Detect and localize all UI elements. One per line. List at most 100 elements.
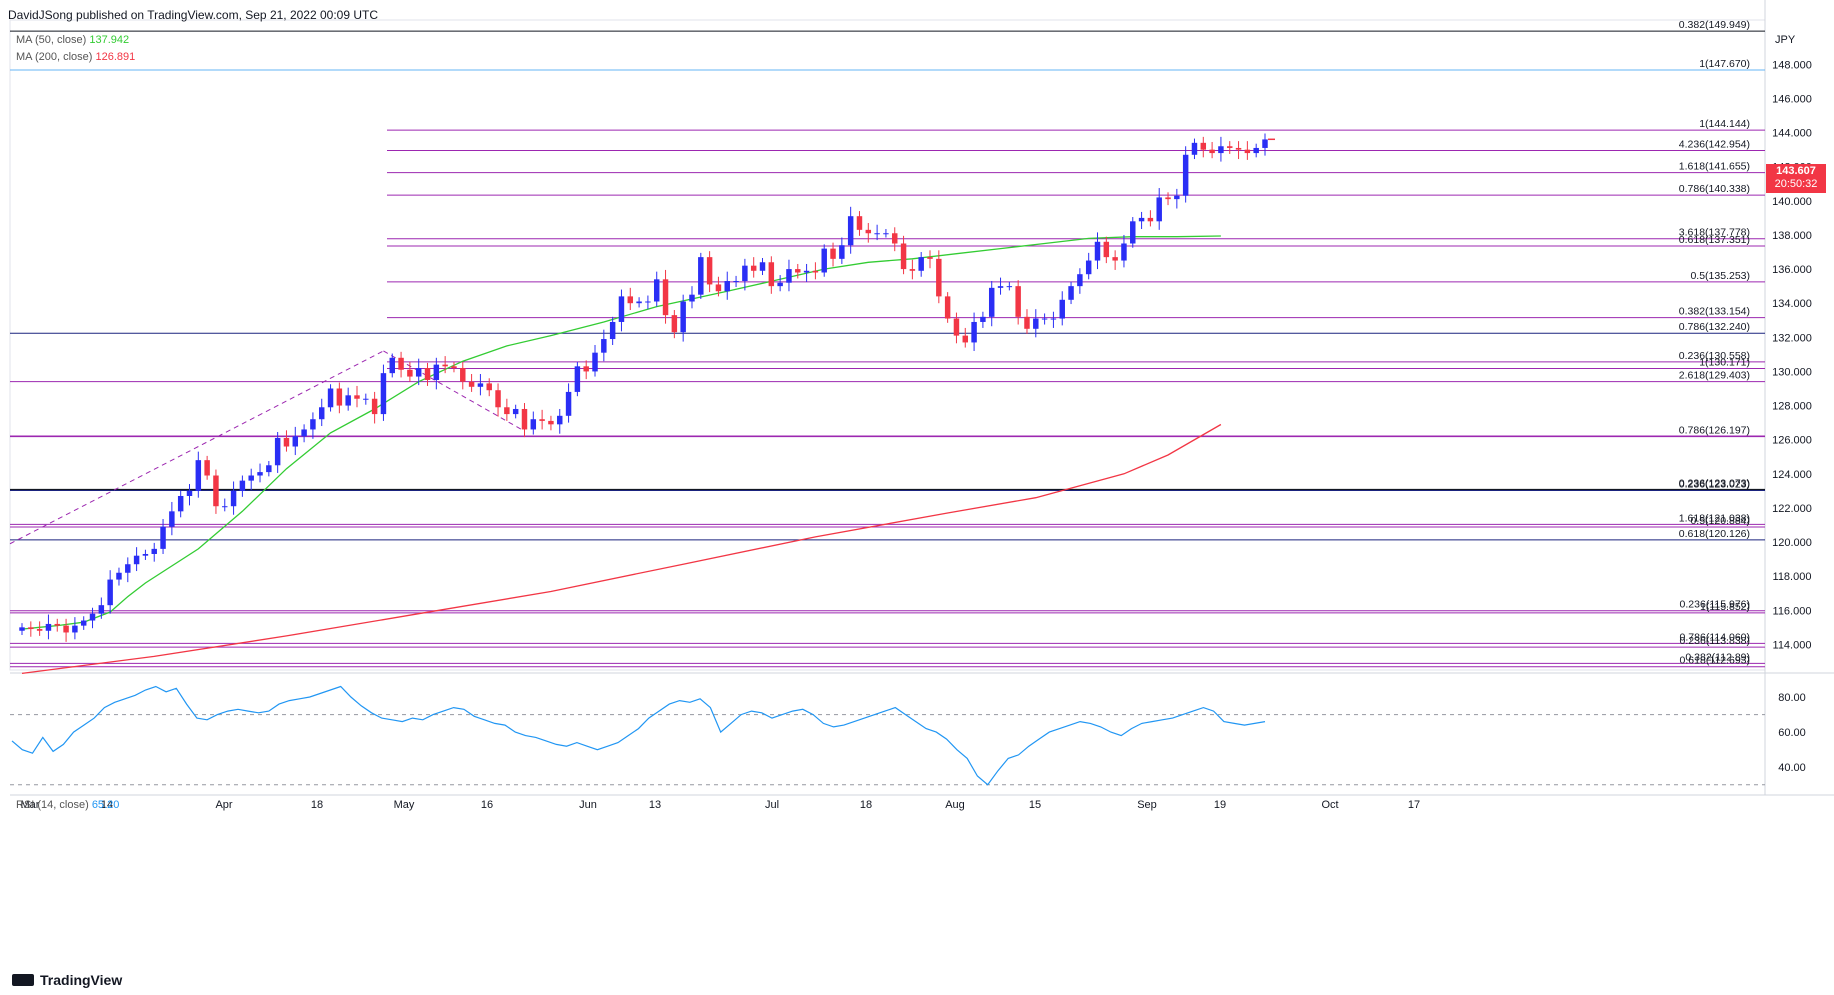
candle-body [442,364,448,367]
candle-body [345,395,351,406]
candle-body [821,248,827,273]
candle-body [557,415,563,425]
candle-body [971,321,977,343]
candle-body [680,301,686,333]
candle-body [1138,217,1145,222]
candle-body [451,366,457,369]
price-tick-label: 122.000 [1772,503,1812,515]
candle-body [847,216,854,246]
tradingview-logo-icon [12,974,34,986]
candle-body [354,395,360,399]
time-axis[interactable]: Mar 14 Apr 18 May 16 Jun 13 Jul 18 Aug 15 Sep 19 Oct 17 [21,799,1421,811]
candle-body [892,233,898,244]
fib-label: 1.618(141.655) [1679,161,1750,173]
price-tick-label: 146.000 [1772,93,1812,105]
candle-body [204,460,210,476]
candle-body [213,475,219,507]
candle-body [997,286,1004,288]
candle-body [759,262,766,271]
candle-body [327,388,334,408]
candle-body [803,270,810,273]
fib-label: 0.786(140.338) [1679,183,1750,195]
candle-body [1147,217,1154,222]
ma50-legend[interactable]: MA (50, close) 137.942 [16,34,129,46]
rsi-legend[interactable]: RSI (14, close) 65.20 [16,799,119,811]
candle-body [742,265,748,282]
candle-body [1050,318,1057,320]
candle-body [125,564,131,573]
candle-body [865,229,872,234]
price-tick-label: 140.000 [1772,196,1812,208]
candle-body [133,555,140,565]
time-tick-label: 15 [1029,799,1041,811]
price-axis[interactable]: 114.000 116.000 118.000 120.000 122.000 124.0… [1772,59,1812,651]
ma50-line [21,235,1221,630]
tradingview-brand[interactable]: TradingView [12,972,122,988]
fib-label: 1.618(121.038) [1679,512,1750,524]
rsi-tick-label: 80.00 [1778,692,1806,704]
candle-body [1200,142,1207,150]
fib-label: 1(144.144) [1699,118,1750,130]
candle-body [460,368,466,382]
candle-body [1041,318,1048,320]
time-tick-label: Apr [215,799,232,811]
time-tick-label: 16 [481,799,493,811]
time-tick-label: 13 [649,799,661,811]
price-grid [9,0,1834,796]
ma200-line [21,423,1222,675]
candle-body [266,465,272,473]
candle-body [1112,257,1118,261]
currency-label: JPY [1775,34,1796,46]
brand-label: TradingView [40,972,123,988]
time-tick-label: 17 [1408,799,1420,811]
ma200-legend[interactable]: MA (200, close) 126.891 [16,51,135,63]
price-tick-label: 120.000 [1772,537,1812,549]
candle-body [177,495,184,512]
candle-body [1253,147,1259,154]
candle-body [988,287,995,317]
candle-body [1244,149,1251,154]
price-tick-label: 132.000 [1772,332,1812,344]
candle-body [1033,318,1039,329]
fib-label: 0.786(132.240) [1679,321,1750,333]
candle-body [786,269,792,283]
price-tick-label: 124.000 [1772,469,1812,481]
candle-body [195,460,202,491]
fib-label: 0.382(133.154) [1679,306,1750,318]
ma200-value: 126.891 [95,51,136,63]
candle-body [486,383,492,391]
candle-body [371,398,378,415]
candle-body [1068,286,1074,300]
candle-body [380,373,387,415]
candle-body [1077,274,1083,287]
candle-body [512,408,519,415]
candle-body [98,605,105,614]
candle-body [1262,139,1268,148]
trend-dash [9,350,384,545]
publish-info: DavidJSong published on TradingView.com,… [8,8,379,22]
fib-label: 1(115.852) [1700,601,1750,613]
candle-body [407,369,413,377]
candle-body [521,408,528,430]
fib-label: 0.236(113.838) [1680,635,1750,647]
last-price-badge: 143.607 20:50:32 [1766,164,1826,193]
candle-body [72,625,78,633]
fib-label: 2.618(129.403) [1679,370,1750,382]
candle-body [1024,316,1030,329]
candle-body [433,364,440,380]
rsi-pane: 40.00 60.00 80.00 [10,685,1806,786]
ma50-value: 137.942 [89,34,130,46]
candle-body [1085,260,1092,275]
fib-label: 0.5(135.253) [1690,270,1750,282]
candle-body [45,623,52,631]
fib-label: 0.382(149.949) [1679,19,1750,31]
fib-label: 1(147.670) [1699,58,1750,70]
time-tick-label: May [394,799,415,811]
candle-body [980,316,986,322]
price-tick-label: 126.000 [1772,435,1812,447]
main-pane-frame [9,19,1766,671]
fib-label: 0.618(120.126) [1679,528,1750,540]
fib-label: 0.236(115.976) [1680,599,1750,611]
fib-levels: 0.382(149.949) 1(147.670) 1(144.144) 4.236(… [10,19,1765,668]
